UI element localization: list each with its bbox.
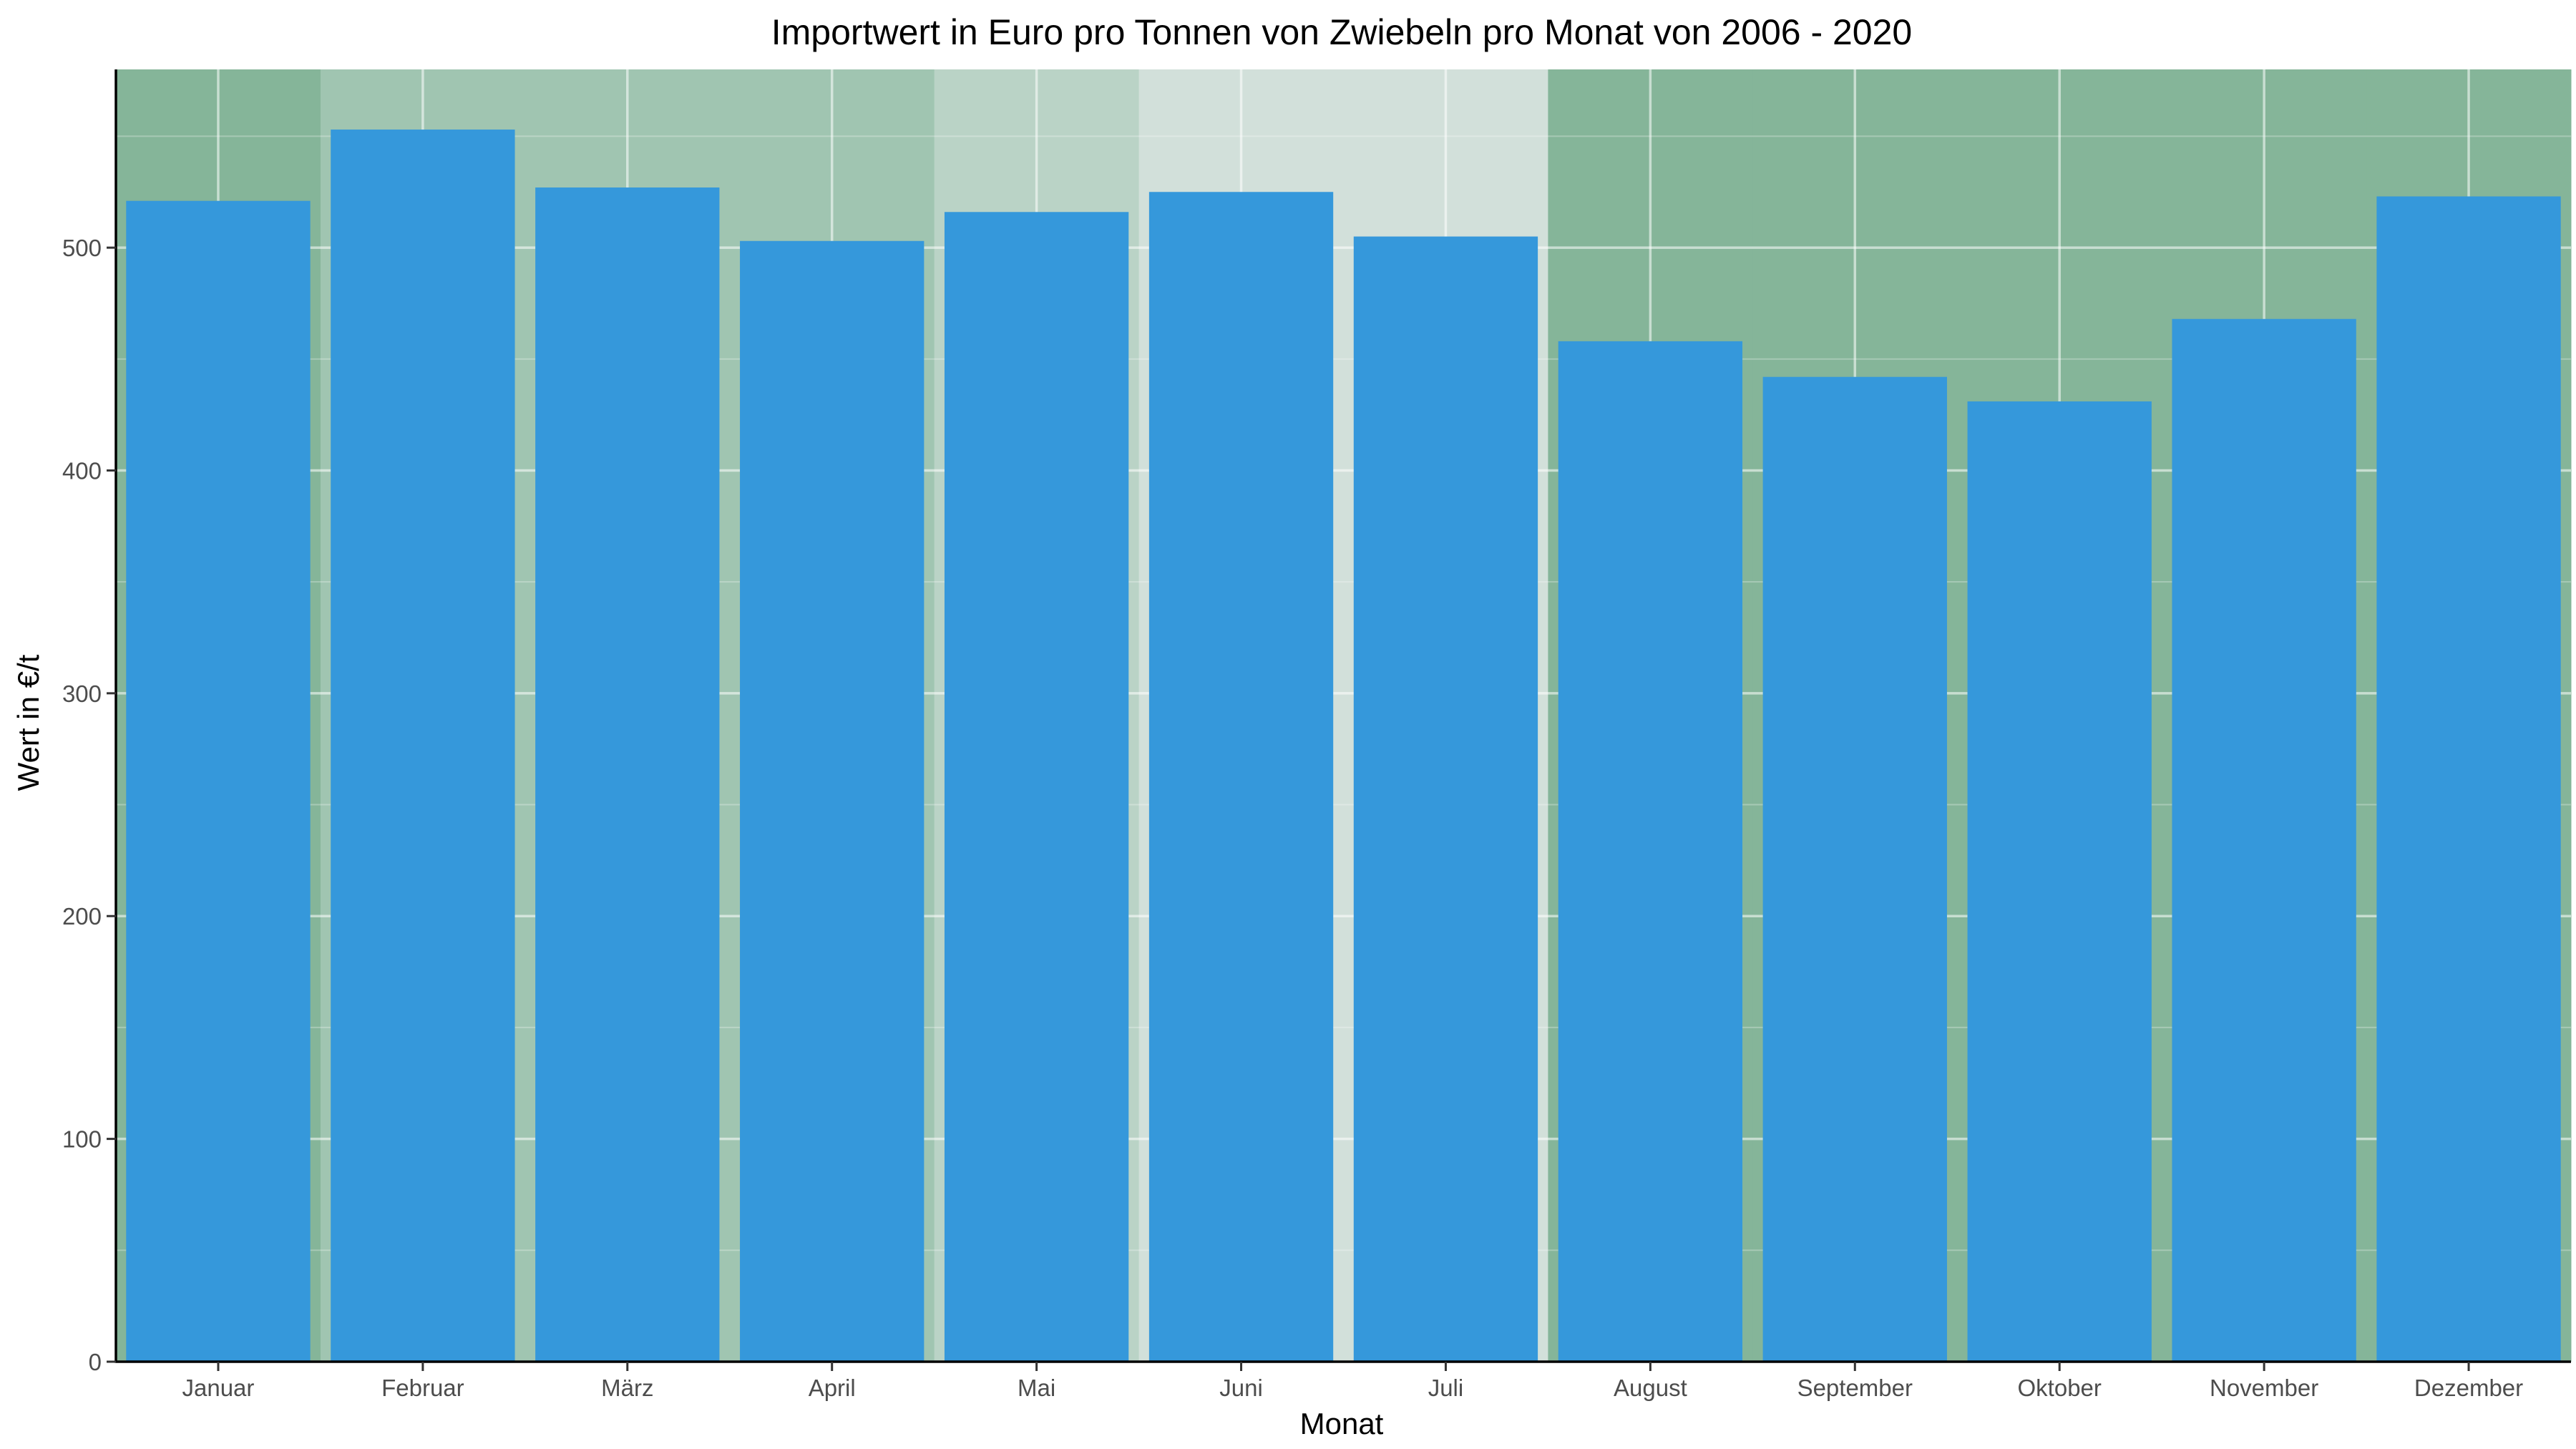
- bar-januar: [126, 200, 311, 1362]
- y-axis-title: Wert in €/t: [11, 654, 45, 791]
- y-tick-label: 100: [62, 1126, 102, 1153]
- bar-september: [1762, 376, 1947, 1362]
- y-tick-labels: 0 100 200 300 400 500: [62, 235, 116, 1375]
- x-tick-label-mai: Mai: [1018, 1375, 1055, 1401]
- x-tick-label-dezember: Dezember: [2414, 1375, 2523, 1401]
- bar-august: [1558, 341, 1743, 1362]
- bar-oktober: [1967, 401, 2152, 1362]
- y-tick-label: 0: [89, 1349, 102, 1375]
- bar-juni: [1148, 192, 1334, 1362]
- bars: [126, 130, 2561, 1362]
- x-tick-label-september: September: [1797, 1375, 1913, 1401]
- bar-märz: [535, 187, 720, 1362]
- bar-juli: [1353, 236, 1538, 1362]
- bar-mai: [944, 212, 1129, 1362]
- x-tick-label-august: August: [1614, 1375, 1687, 1401]
- bar-november: [2172, 318, 2356, 1362]
- bar-februar: [331, 130, 515, 1362]
- bar-april: [740, 240, 924, 1362]
- y-tick-label: 200: [62, 903, 102, 930]
- axes: [114, 69, 2571, 1363]
- x-tick-label-oktober: Oktober: [2018, 1375, 2102, 1401]
- bar-dezember: [2376, 196, 2561, 1362]
- x-tick-label-november: November: [2210, 1375, 2318, 1401]
- x-tick-label-juni: Juni: [1219, 1375, 1263, 1401]
- y-tick-label: 500: [62, 235, 102, 261]
- chart-title: Importwert in Euro pro Tonnen von Zwiebe…: [771, 12, 1912, 52]
- x-tick-label-april: April: [809, 1375, 856, 1401]
- x-tick-labels: Januar Februar März April Mai Juni Juli August S…: [182, 1362, 2523, 1401]
- x-tick-label-januar: Januar: [182, 1375, 255, 1401]
- x-axis-title: Monat: [1300, 1407, 1384, 1440]
- x-tick-label-juli: Juli: [1428, 1375, 1464, 1401]
- x-tick-label-märz: März: [601, 1375, 653, 1401]
- y-tick-label: 300: [62, 680, 102, 707]
- x-tick-label-februar: Februar: [381, 1375, 464, 1401]
- y-tick-label: 400: [62, 457, 102, 484]
